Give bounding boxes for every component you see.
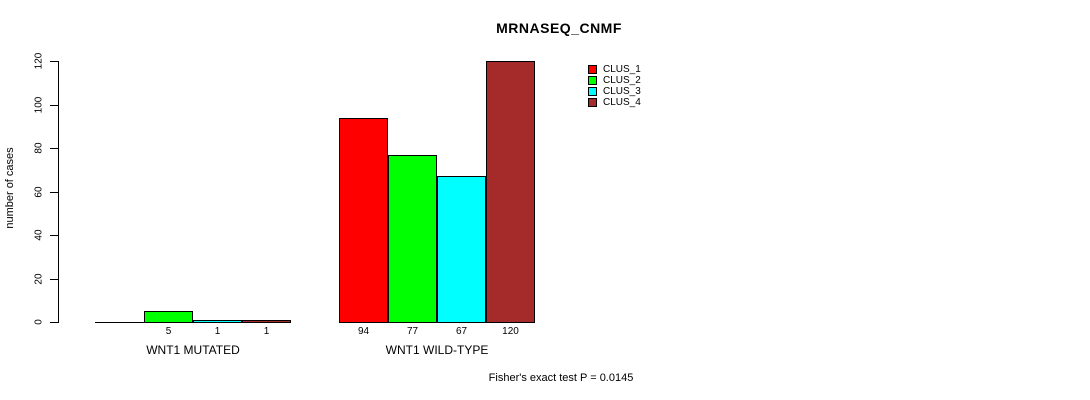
legend-swatch-clus_1 [588,65,597,74]
x-group-label: WNT1 MUTATED [146,343,240,357]
y-axis-label: number of cases [4,147,16,229]
y-axis-line [58,61,59,323]
legend-item: CLUS_4 [588,97,641,108]
y-tick-label: 20 [33,273,45,285]
y-tick [50,105,58,106]
bar-clus_4-wnt1-mutated [242,320,291,322]
bar-clus_4-wnt1-wild-type [486,61,535,322]
y-tick [50,61,58,62]
bar-clus_2-wnt1-wild-type [388,155,437,322]
legend-item: CLUS_2 [588,75,641,86]
bar-value-label: 94 [357,326,370,337]
bar-value-label: 5 [165,326,172,337]
legend-label: CLUS_1 [603,64,641,75]
bar-value-label: 77 [406,326,419,337]
legend-swatch-clus_3 [588,87,597,96]
y-tick [50,235,58,236]
y-tick-label: 120 [33,52,45,70]
legend: CLUS_1 CLUS_2 CLUS_3 CLUS_4 [588,64,641,108]
p-value-annotation: Fisher's exact test P = 0.0145 [488,372,634,384]
y-tick [50,192,58,193]
legend-label: CLUS_4 [603,97,641,108]
x-group-label: WNT1 WILD-TYPE [385,343,489,357]
y-tick-label: 40 [33,229,45,241]
chart-title: MRNASEQ_CNMF [496,20,622,36]
x-axis-baseline [339,322,535,323]
legend-item: CLUS_1 [588,64,641,75]
bar-value-label: 1 [214,326,221,337]
y-tick-label: 60 [33,186,45,198]
bar-clus_3-wnt1-wild-type [437,176,486,322]
y-tick-label: 0 [33,319,45,325]
y-tick [50,279,58,280]
legend-label: CLUS_3 [603,86,641,97]
y-tick [50,322,58,323]
legend-item: CLUS_3 [588,86,641,97]
bar-value-label: 1 [263,326,270,337]
bar-value-label: 120 [502,326,519,337]
y-tick [50,148,58,149]
legend-label: CLUS_2 [603,75,641,86]
bar-clus_2-wnt1-mutated [144,311,193,322]
bar-clus_3-wnt1-mutated [193,320,242,322]
y-tick-label: 100 [33,96,45,114]
legend-swatch-clus_4 [588,98,597,107]
bar-clus_1-wnt1-wild-type [339,118,388,322]
bar-value-label: 67 [455,326,468,337]
y-tick-label: 80 [33,142,45,154]
legend-swatch-clus_2 [588,76,597,85]
x-axis-baseline [95,322,291,323]
